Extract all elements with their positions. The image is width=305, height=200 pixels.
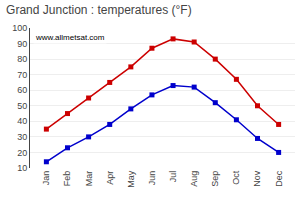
svg-text:Jul: Jul (168, 171, 178, 183)
svg-text:20: 20 (17, 148, 27, 158)
svg-text:Grand Junction : temperatures: Grand Junction : temperatures (°F) (6, 3, 192, 17)
svg-text:30: 30 (17, 132, 27, 142)
svg-text:Aug: Aug (189, 171, 199, 187)
svg-text:50: 50 (17, 101, 27, 111)
svg-text:10: 10 (17, 163, 27, 173)
svg-text:70: 70 (17, 70, 27, 80)
svg-text:40: 40 (17, 116, 27, 126)
svg-text:90: 90 (17, 39, 27, 49)
svg-text:80: 80 (17, 54, 27, 64)
svg-text:Jun: Jun (147, 171, 157, 186)
svg-text:60: 60 (17, 85, 27, 95)
svg-text:www.allmetsat.com: www.allmetsat.com (35, 33, 105, 42)
svg-text:Nov: Nov (252, 170, 262, 187)
svg-text:May: May (126, 170, 136, 188)
svg-text:Oct: Oct (231, 170, 241, 185)
svg-text:Feb: Feb (62, 171, 72, 187)
svg-text:Dec: Dec (274, 170, 284, 187)
svg-text:Mar: Mar (84, 171, 94, 187)
svg-text:Sep: Sep (210, 171, 220, 187)
svg-text:Jan: Jan (41, 171, 51, 186)
svg-text:Apr: Apr (105, 171, 115, 185)
svg-text:100: 100 (12, 23, 27, 33)
